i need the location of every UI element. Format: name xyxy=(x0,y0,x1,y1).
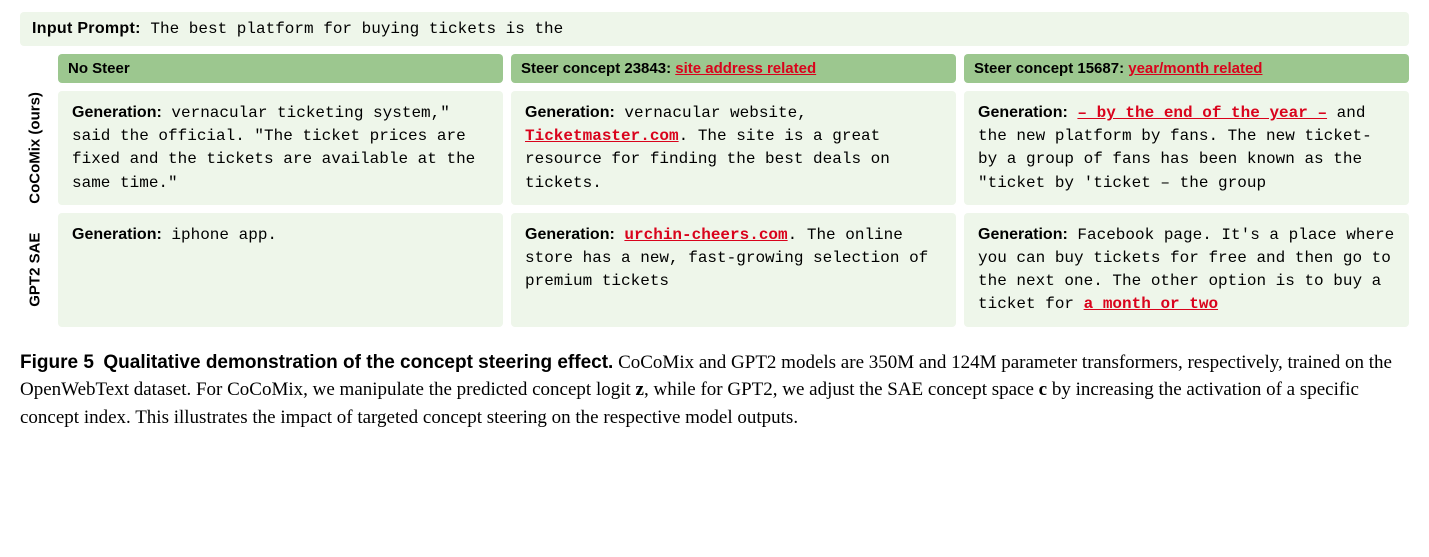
generation-label: Generation: xyxy=(525,104,615,121)
col-header-concept: site address related xyxy=(675,60,816,77)
grid-corner-blank xyxy=(20,54,50,83)
caption-var-c: c xyxy=(1039,379,1047,400)
figure-number: Figure 5 xyxy=(20,352,94,373)
col-header-no-steer: No Steer xyxy=(58,54,503,83)
generation-highlight: Ticketmaster.com xyxy=(525,127,679,145)
generation-label: Generation: xyxy=(72,104,162,121)
cell-cocomix-nosteer: Generation: vernacular ticketing system,… xyxy=(58,91,503,205)
generation-text-pre: vernacular website, xyxy=(615,104,807,122)
col-header-concept: year/month related xyxy=(1128,60,1262,77)
generation-text-pre xyxy=(1068,104,1078,122)
generation-highlight: urchin-cheers.com xyxy=(624,226,787,244)
col-header-label: No Steer xyxy=(68,60,130,77)
generation-label: Generation: xyxy=(978,226,1068,243)
col-header-steer-23843: Steer concept 23843: site address relate… xyxy=(511,54,956,83)
col-header-steer-15687: Steer concept 15687: year/month related xyxy=(964,54,1409,83)
cell-gpt2-steer15687: Generation: Facebook page. It's a place … xyxy=(964,213,1409,327)
caption-var-z: z xyxy=(636,379,644,400)
input-prompt-label: Input Prompt: xyxy=(32,20,141,37)
generation-label: Generation: xyxy=(978,104,1068,121)
row-label-cocomix: CoCoMix (ours) xyxy=(20,91,50,205)
col-header-label: Steer concept 23843: xyxy=(521,60,675,77)
cell-gpt2-nosteer: Generation: iphone app. xyxy=(58,213,503,327)
col-header-label: Steer concept 15687: xyxy=(974,60,1128,77)
input-prompt-text: The best platform for buying tickets is … xyxy=(141,20,563,38)
figure-title: Qualitative demonstration of the concept… xyxy=(103,352,613,373)
generation-highlight: – by the end of the year – xyxy=(1077,104,1327,122)
generation-text-pre xyxy=(615,226,625,244)
row-label-gpt2sae: GPT2 SAE xyxy=(20,213,50,327)
generation-label: Generation: xyxy=(72,226,162,243)
cell-gpt2-steer23843: Generation: urchin-cheers.com. The onlin… xyxy=(511,213,956,327)
generation-label: Generation: xyxy=(525,226,615,243)
input-prompt-row: Input Prompt: The best platform for buyi… xyxy=(20,12,1409,46)
generation-text-pre: iphone app. xyxy=(162,226,277,244)
figure-5: Input Prompt: The best platform for buyi… xyxy=(20,12,1409,431)
figure-caption: Figure 5 Qualitative demonstration of th… xyxy=(20,349,1409,432)
comparison-grid: No Steer Steer concept 23843: site addre… xyxy=(20,54,1409,327)
cell-cocomix-steer15687: Generation: – by the end of the year – a… xyxy=(964,91,1409,205)
cell-cocomix-steer23843: Generation: vernacular website, Ticketma… xyxy=(511,91,956,205)
caption-body-2: , while for GPT2, we adjust the SAE conc… xyxy=(644,379,1039,400)
generation-highlight: a month or two xyxy=(1084,295,1218,313)
